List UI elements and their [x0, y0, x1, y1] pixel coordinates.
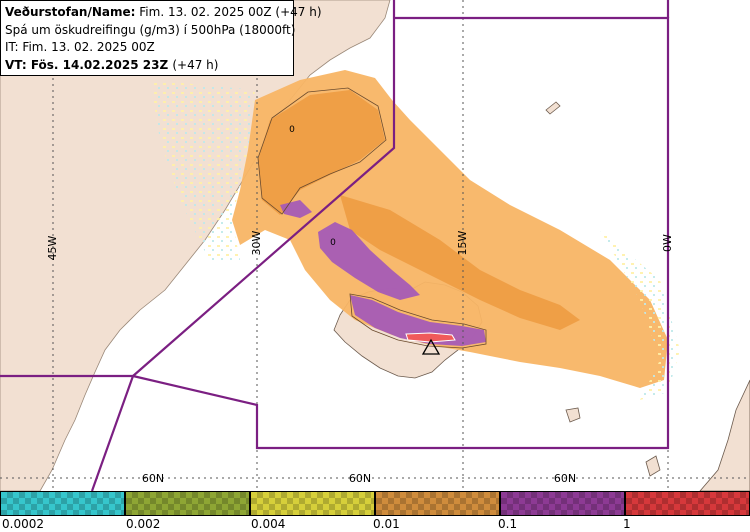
- legend-labels: 0.0002 0.002 0.004 0.01 0.1 1: [0, 516, 750, 532]
- ash-plume-red-core: [405, 332, 456, 343]
- contour-label-0-b: 0: [330, 238, 336, 248]
- valid-time-offset: (+47 h): [172, 57, 219, 72]
- shetland-islands: [645, 455, 661, 477]
- ash-contour-outline: [257, 87, 387, 215]
- legend-label-5: 1: [623, 517, 631, 531]
- contour-label-0-a: 0: [289, 125, 295, 135]
- legend-swatch-2: [250, 491, 375, 516]
- ash-plume-purple: [280, 200, 420, 300]
- greenland-landmass: [0, 0, 391, 491]
- lon-label-15w: 15W: [456, 230, 469, 255]
- valid-time-label: VT:: [5, 57, 27, 72]
- forecast-description: Spá um öskudreifingu (g/m3) í 500hPa (18…: [5, 22, 296, 37]
- legend-label-2: 0.004: [251, 517, 286, 531]
- legend-swatch-1: [125, 491, 250, 516]
- legend-label-4: 0.1: [498, 517, 518, 531]
- ash-plume-speckle: [150, 80, 680, 400]
- valid-time-line: VT: Fös. 14.02.2025 23Z (+47 h): [5, 57, 289, 75]
- jan-mayen-island: [545, 101, 561, 115]
- concentration-legend: 0.0002 0.002 0.004 0.01 0.1 1: [0, 491, 750, 532]
- legend-swatches: [0, 491, 750, 516]
- map-canvas: 45W 30W 15W 0W 60N 60N 60N 0 0: [0, 0, 750, 491]
- ash-contour-outline-iceland: [349, 293, 487, 349]
- faroe-islands: [565, 407, 581, 423]
- fir-boundaries: [0, 0, 670, 491]
- ash-plume-purple-iceland: [350, 295, 486, 346]
- lon-label-45w: 45W: [46, 235, 59, 260]
- lon-label-30w: 30W: [250, 230, 263, 255]
- lat-label-60n-c: 60N: [554, 472, 576, 485]
- legend-swatch-3: [375, 491, 500, 516]
- legend-label-1: 0.002: [126, 517, 161, 531]
- norway-coast: [699, 379, 750, 491]
- legend-label-0: 0.0002: [2, 517, 44, 531]
- lat-label-60n-b: 60N: [349, 472, 371, 485]
- valid-time-value: Fös. 14.02.2025 23Z: [30, 57, 169, 72]
- model-run-line: Veðurstofan/Name: Fim. 13. 02. 2025 00Z …: [5, 4, 322, 22]
- lon-label-0w: 0W: [661, 234, 674, 252]
- legend-label-3: 0.01: [373, 517, 400, 531]
- legend-swatch-0: [0, 491, 125, 516]
- issue-time: IT: Fim. 13. 02. 2025 00Z: [5, 40, 155, 54]
- model-run-value: Fim. 13. 02. 2025 00Z (+47 h): [139, 5, 322, 19]
- legend-swatch-5: [625, 491, 750, 516]
- legend-swatch-4: [500, 491, 625, 516]
- issuer-label: Veðurstofan/Name:: [5, 5, 136, 19]
- lat-label-60n-a: 60N: [142, 472, 164, 485]
- forecast-info-panel: Veðurstofan/Name: Fim. 13. 02. 2025 00Z …: [0, 0, 322, 76]
- volcano-marker-icon: [421, 338, 441, 355]
- ash-plume-dark: [258, 90, 580, 330]
